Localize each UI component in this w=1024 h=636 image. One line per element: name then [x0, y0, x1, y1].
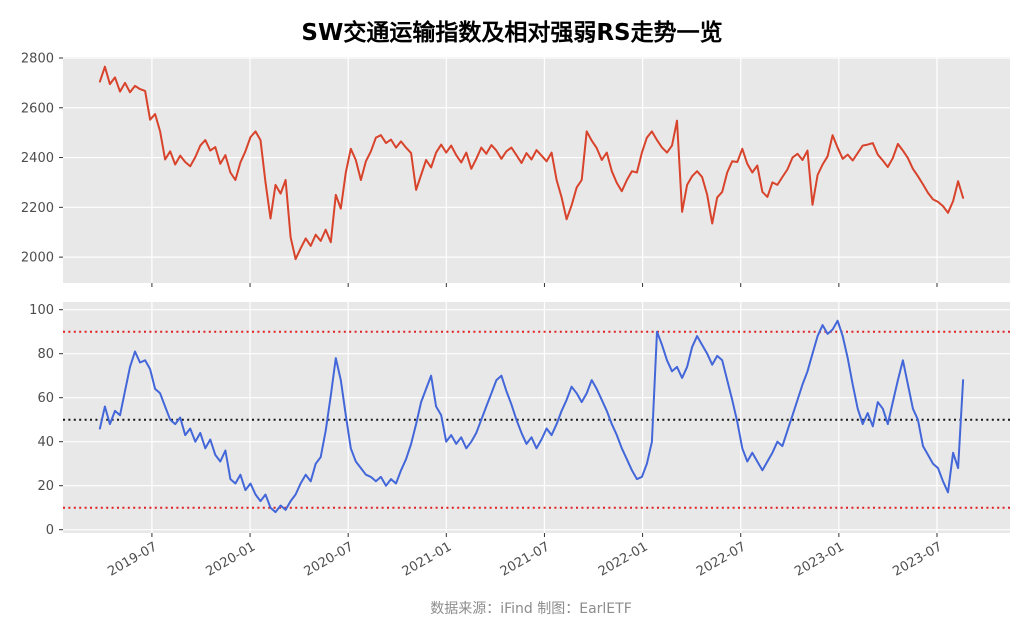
x-tick-label: 2019-07 [105, 539, 160, 579]
x-tick-label: 2021-07 [498, 539, 553, 579]
x-tick-label: 2021-01 [400, 539, 455, 579]
rs-panel: 2019-07 2020-01 2020-07 2021-01 2021-07 2022-… [29, 302, 1010, 580]
y-tick-label: 2200 [21, 201, 54, 216]
y-tick-label: 2600 [21, 101, 54, 116]
x-tick-label: 2023-07 [890, 539, 945, 579]
index-series-line [98, 65, 965, 261]
y-tick-label: 100 [29, 303, 54, 318]
y-tick-label: 2000 [21, 251, 54, 266]
y-tick-label: 2800 [21, 51, 54, 66]
panel-background [63, 302, 1010, 533]
y-tick-label: 60 [37, 391, 54, 406]
x-tick-label: 2023-01 [792, 539, 847, 579]
y-tick-label: 80 [37, 347, 54, 362]
index-panel: 2000 2200 2400 2600 2800 [21, 51, 1010, 287]
y-tick-label: 40 [37, 435, 54, 450]
x-tick-label: 2022-01 [596, 539, 651, 579]
x-tick-label: 2020-01 [203, 539, 258, 579]
x-tick-label: 2022-07 [694, 539, 749, 579]
x-tick-label: 2020-07 [302, 539, 357, 579]
chart-title: SW交通运输指数及相对强弱RS走势一览 [301, 19, 722, 46]
panel-background [63, 57, 1010, 283]
y-tick-label: 20 [37, 479, 54, 494]
y-tick-label: 0 [46, 523, 54, 538]
y-tick-label: 2400 [21, 151, 54, 166]
rs-series-line [98, 319, 965, 514]
data-source-caption: 数据来源：iFind 制图：EarlETF [430, 601, 632, 617]
